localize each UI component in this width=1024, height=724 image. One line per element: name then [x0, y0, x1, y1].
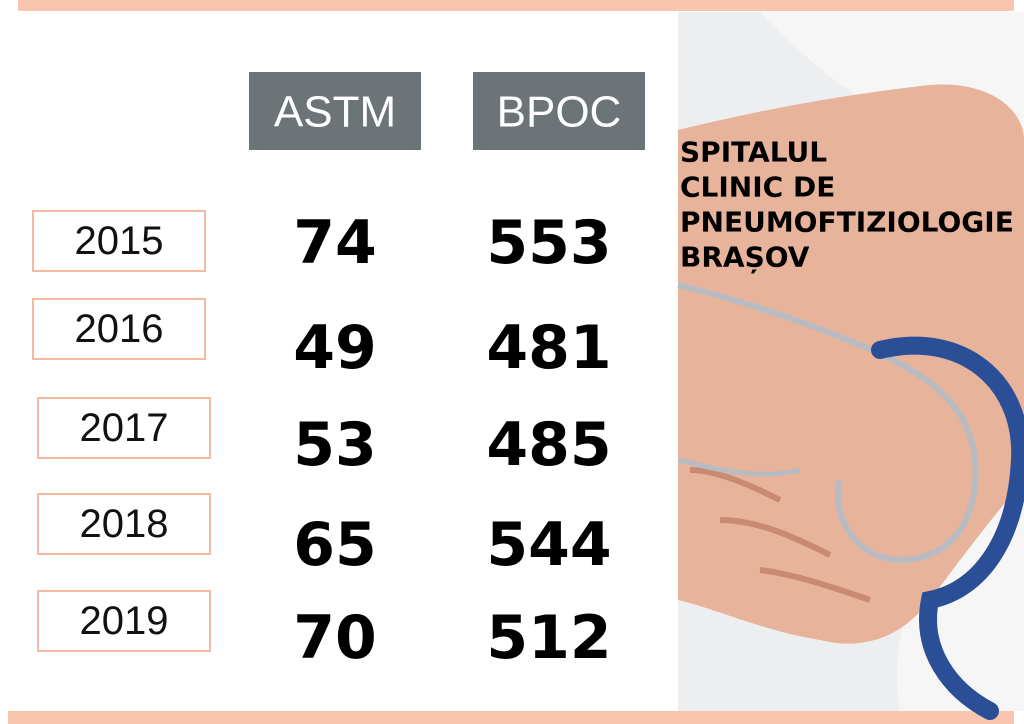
column-header-box — [249, 72, 421, 150]
value: 512 — [486, 603, 611, 673]
year: 2017 — [80, 406, 169, 450]
value: 481 — [486, 313, 611, 383]
value: 74 — [293, 208, 377, 278]
year-box — [32, 298, 206, 360]
table: ASTM BPOC 2015 74 553 2016 49 481 2017 53 485 2018 6… — [32, 72, 645, 673]
year-box — [37, 493, 211, 555]
year: 2018 — [80, 502, 169, 546]
year-box — [37, 397, 211, 459]
year: 2019 — [80, 599, 169, 643]
photo — [677, 12, 1024, 720]
top-bar — [18, 0, 1014, 11]
value: 49 — [293, 313, 377, 383]
year-box — [37, 590, 211, 652]
bottom-bar — [8, 711, 1014, 724]
hospital-line: SPITALUL — [680, 136, 827, 169]
hospital-line: PNEUMOFTIZIOLOGIE — [680, 206, 1014, 239]
value: 544 — [486, 510, 611, 580]
hospital-line: BRAȘOV — [680, 241, 810, 274]
year: 2016 — [75, 307, 164, 351]
column-header: ASTM — [274, 88, 396, 137]
value: 485 — [486, 410, 611, 480]
column-header: BPOC — [497, 88, 622, 137]
value: 553 — [486, 208, 611, 278]
value: 65 — [293, 510, 377, 580]
column-header-box — [473, 72, 645, 150]
year: 2015 — [75, 219, 164, 263]
hospital-line: CLINIC DE — [680, 171, 835, 204]
value: 70 — [293, 603, 377, 673]
value: 53 — [293, 410, 377, 480]
year-box — [32, 210, 206, 272]
